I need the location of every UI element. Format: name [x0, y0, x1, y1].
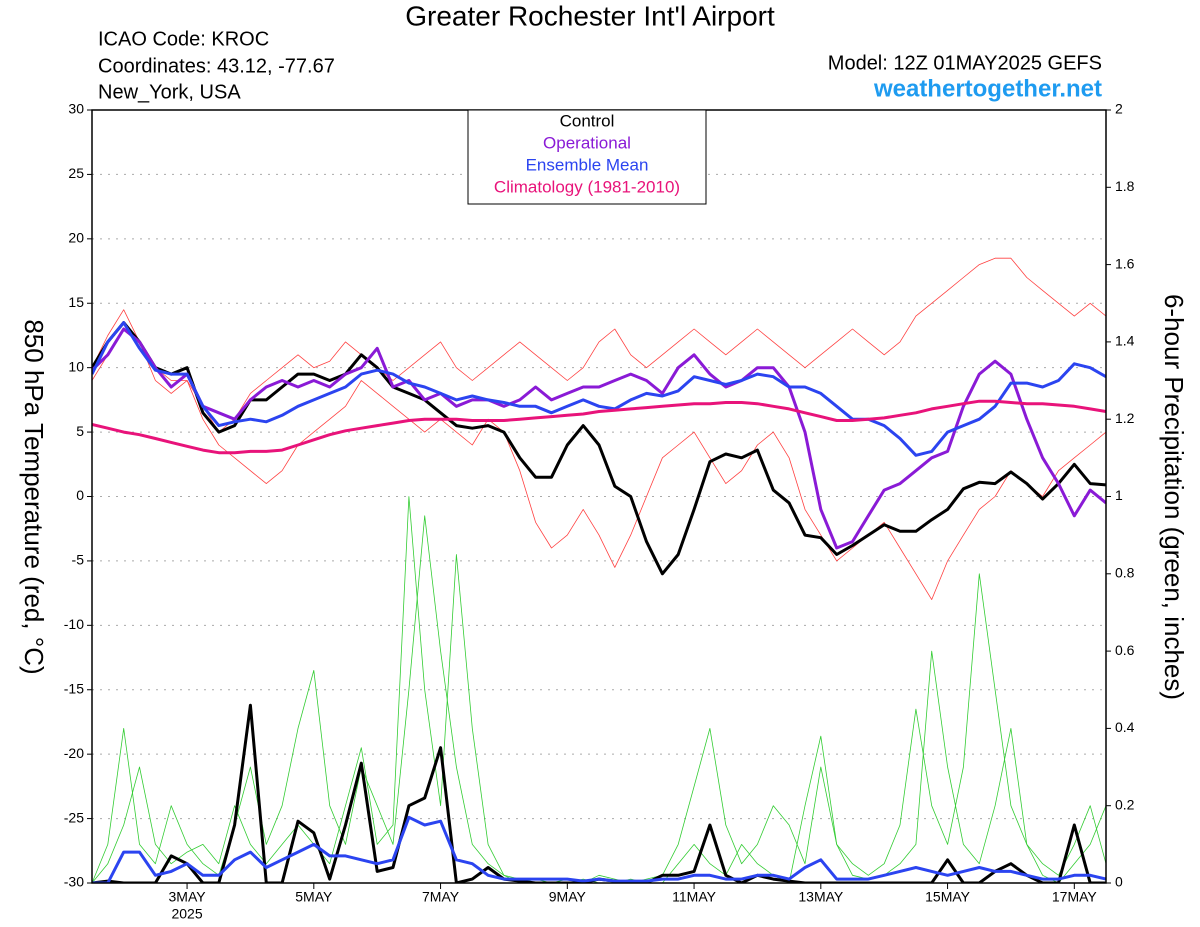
- y-tick-label: 5: [76, 423, 84, 439]
- y-axis-label: 850 hPa Temperature (red, °C): [19, 319, 49, 674]
- series-line: [92, 321, 1106, 457]
- y-tick-label: 15: [68, 294, 84, 310]
- x-tick-label: 17MAY: [1052, 889, 1098, 905]
- y-tick-label: 30: [68, 101, 84, 117]
- series-line: [92, 399, 1106, 455]
- info-line: New_York, USA: [98, 81, 241, 103]
- series-line: [92, 321, 1106, 576]
- legend-entry: Ensemble Mean: [526, 155, 649, 174]
- y2-tick-label: 0.6: [1115, 642, 1135, 658]
- y2-tick-label: 0.2: [1115, 796, 1135, 812]
- legend-entry: Climatology (1981-2010): [494, 177, 680, 196]
- y2-tick-label: 0: [1115, 874, 1123, 890]
- y2-axis-label: 6-hour Precipitation (green, inches): [1159, 294, 1189, 700]
- y-tick-label: -10: [64, 616, 84, 632]
- site-label: weathertogether.net: [873, 75, 1102, 102]
- x-tick-label: 15MAY: [925, 889, 971, 905]
- legend-entry: Control: [560, 111, 615, 130]
- y2-tick-label: 1: [1115, 487, 1123, 503]
- series-line: [92, 327, 1106, 550]
- series-line: [92, 815, 1106, 883]
- y-tick-label: -5: [72, 552, 85, 568]
- x-sublabel: 2025: [171, 906, 202, 922]
- y2-tick-label: 2: [1115, 101, 1123, 117]
- legend-entry: Operational: [543, 133, 631, 152]
- member-line: [92, 496, 1106, 883]
- x-tick-label: 7MAY: [422, 889, 460, 905]
- y2-tick-label: 1.8: [1115, 178, 1135, 194]
- model-label: Model: 12Z 01MAY2025 GEFS: [828, 52, 1102, 74]
- x-tick-label: 5MAY: [295, 889, 333, 905]
- y2-tick-label: 0.8: [1115, 565, 1135, 581]
- y-tick-label: 10: [68, 358, 84, 374]
- y2-tick-label: 1.2: [1115, 410, 1135, 426]
- y-tick-label: -20: [64, 745, 84, 761]
- x-tick-label: 11MAY: [672, 889, 716, 905]
- x-tick-label: 3MAY: [169, 889, 207, 905]
- x-tick-label: 9MAY: [549, 889, 587, 905]
- info-line: ICAO Code: KROC: [98, 28, 269, 50]
- member-line: [92, 328, 1106, 600]
- y2-tick-label: 0.4: [1115, 719, 1135, 735]
- y-tick-label: 0: [76, 487, 84, 503]
- y-tick-label: -15: [64, 680, 84, 696]
- legend-box: [467, 109, 707, 205]
- y2-tick-label: 1.4: [1115, 333, 1135, 349]
- y-tick-label: 20: [68, 230, 84, 246]
- y2-tick-label: 1.6: [1115, 255, 1135, 271]
- y-tick-label: 25: [68, 165, 84, 181]
- member-line: [92, 257, 1106, 433]
- y-tick-label: -25: [64, 809, 84, 825]
- info-line: Coordinates: 43.12, -77.67: [98, 55, 335, 77]
- chart-title: Greater Rochester Int'l Airport: [405, 0, 775, 31]
- x-tick-label: 13MAY: [798, 889, 844, 905]
- y-tick-label: -30: [64, 874, 84, 890]
